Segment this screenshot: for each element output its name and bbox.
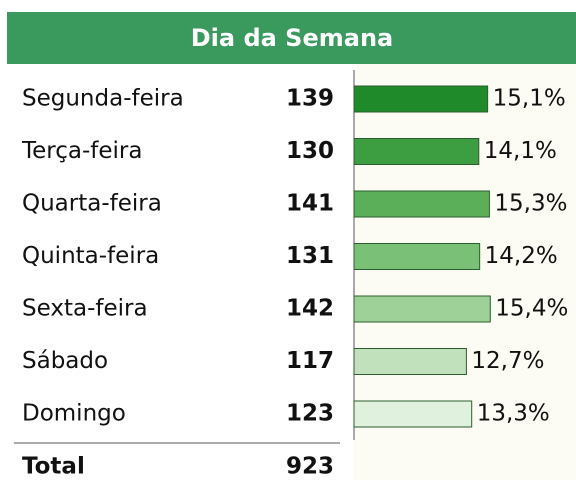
category-label: Domingo — [22, 401, 126, 427]
bar — [353, 243, 481, 270]
count-value: 141 — [286, 191, 334, 217]
total-value: 923 — [286, 454, 334, 480]
category-label: Quinta-feira — [22, 243, 159, 269]
count-value: 130 — [286, 138, 334, 164]
count-value: 139 — [286, 86, 334, 112]
value-label: 15,1% — [493, 86, 566, 112]
category-label: Sexta-feira — [22, 296, 148, 322]
category-label: Quarta-feira — [22, 191, 162, 217]
count-value: 131 — [286, 243, 334, 269]
bar — [353, 295, 491, 323]
count-value: 142 — [286, 296, 334, 322]
bar — [353, 85, 489, 113]
count-value: 117 — [286, 348, 334, 374]
value-label: 14,1% — [484, 138, 557, 164]
value-label: 12,7% — [471, 348, 544, 374]
count-value: 123 — [286, 401, 334, 427]
bar — [353, 348, 467, 375]
category-label: Sábado — [22, 348, 108, 374]
value-label: 13,3% — [477, 401, 550, 427]
category-label: Terça-feira — [21, 138, 142, 164]
value-label: 15,3% — [494, 191, 567, 217]
bar — [353, 400, 473, 428]
chart-title: Dia da Semana — [191, 24, 393, 52]
value-label: 14,2% — [485, 243, 558, 269]
bar — [353, 190, 490, 218]
header-bar — [7, 12, 576, 64]
bar — [353, 138, 480, 165]
value-label: 15,4% — [495, 296, 568, 322]
category-label: Segunda-feira — [22, 86, 184, 112]
total-label: Total — [22, 454, 85, 480]
